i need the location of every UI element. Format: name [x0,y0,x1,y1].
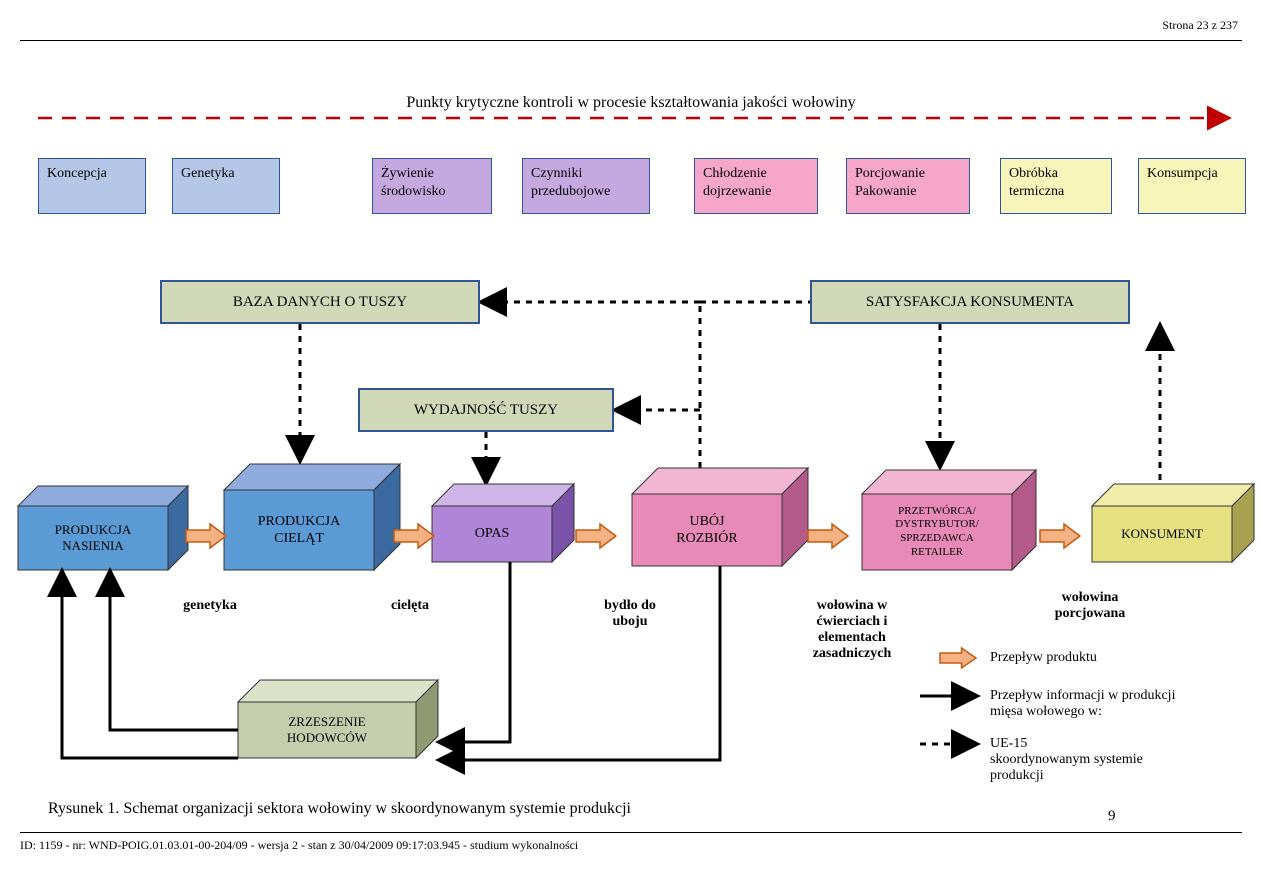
flow-label: cielęta [350,598,470,614]
flow-label: wołowina w ćwierciach i elementach zasad… [772,598,932,662]
top-box: Chłodzenie dojrzewanie [694,158,818,214]
footer-text: ID: 1159 - nr: WND-POIG.01.03.01-00-204/… [20,838,578,853]
top-box: Żywienie środowisko [372,158,492,214]
page: Strona 23 z 237 Punkty krytyczne kontrol… [0,0,1262,876]
legend-item: Przepływ produktu [990,650,1240,666]
top-box: Konsumpcja [1138,158,1246,214]
top-box: Czynniki przedubojowe [522,158,650,214]
legend-item: UE-15 skoordynowanym systemie produkcji [990,736,1240,784]
top-box: Porcjowanie Pakowanie [846,158,970,214]
top-box: Koncepcja [38,158,146,214]
info-box-baza: BAZA DANYCH O TUSZY [160,280,480,324]
flow-label: bydło do uboju [570,598,690,630]
info-box-label: WYDAJNOŚĆ TUSZY [414,402,558,419]
small-page-number: 9 [1108,808,1116,825]
top-box: Genetyka [172,158,280,214]
footer-rule [20,832,1242,833]
info-box-wydajnosc: WYDAJNOŚĆ TUSZY [358,388,614,432]
legend-item: Przepływ informacji w produkcji mięsa wo… [990,688,1240,720]
info-box-label: BAZA DANYCH O TUSZY [233,294,407,311]
info-box-satysfakcja: SATYSFAKCJA KONSUMENTA [810,280,1130,324]
top-box: Obróbka termiczna [1000,158,1112,214]
flow-label: wołowina porcjowana [1020,590,1160,622]
figure-caption: Rysunek 1. Schemat organizacji sektora w… [48,800,631,818]
flow-label: genetyka [150,598,270,614]
info-box-label: SATYSFAKCJA KONSUMENTA [866,294,1074,311]
